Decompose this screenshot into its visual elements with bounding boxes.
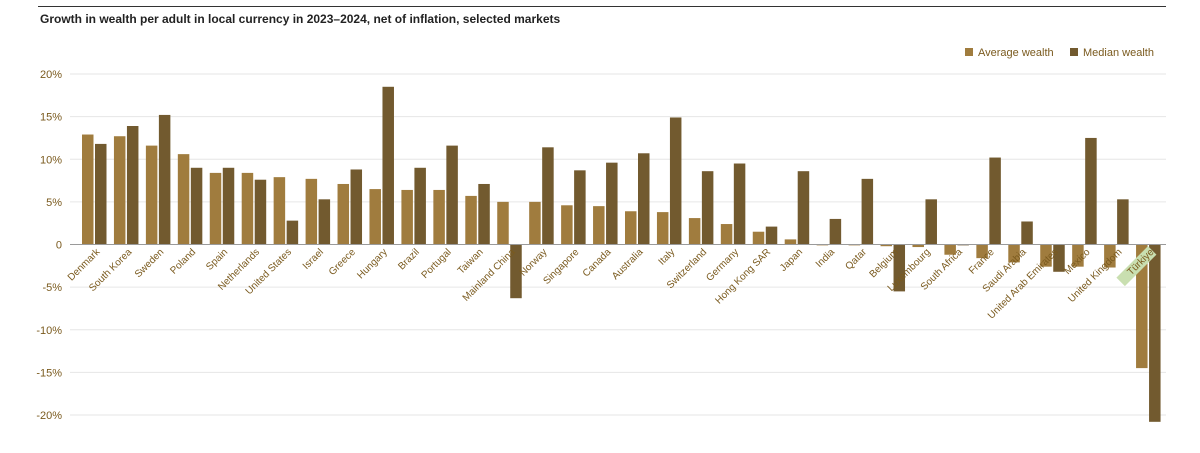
- legend-swatch: [1070, 48, 1078, 56]
- legend: Average wealth Median wealth: [965, 47, 1154, 59]
- bar: [241, 172, 254, 245]
- x-category-label: India: [814, 247, 837, 270]
- y-tick-label: -15%: [36, 367, 62, 379]
- bar: [638, 153, 650, 245]
- bar: [669, 117, 682, 245]
- highlight-label-bg: [1116, 246, 1157, 287]
- legend-label: Median wealth: [1083, 47, 1154, 59]
- x-category-label: Israel: [301, 247, 326, 272]
- bar: [414, 167, 426, 245]
- x-category-label: Hungary: [355, 247, 390, 282]
- x-category-label: Qatar: [843, 246, 869, 272]
- bar: [784, 239, 797, 245]
- x-category-label: Portugal: [420, 247, 454, 281]
- bar: [1053, 244, 1065, 272]
- bar: [656, 212, 669, 245]
- bar: [286, 220, 299, 245]
- y-tick-label: 0: [56, 240, 62, 252]
- y-tick-label: 5%: [46, 197, 62, 209]
- bar: [337, 183, 350, 245]
- bar: [1040, 244, 1052, 267]
- bar: [1136, 244, 1148, 369]
- bar: [574, 170, 586, 245]
- x-category-label: Spain: [204, 247, 230, 273]
- bar: [190, 167, 203, 245]
- bar: [989, 157, 1001, 245]
- bar: [1008, 244, 1020, 263]
- bar: [880, 244, 893, 247]
- bar: [478, 183, 490, 245]
- bar: [82, 134, 94, 245]
- x-category-label: Taiwan: [456, 247, 486, 277]
- x-category-label: Norway: [518, 247, 550, 279]
- y-tick-label: -20%: [36, 410, 62, 422]
- y-tick-label: 15%: [40, 112, 62, 124]
- bar: [829, 218, 842, 245]
- bar: [95, 143, 107, 245]
- bar: [797, 171, 810, 245]
- bar: [113, 136, 126, 245]
- bar: [305, 178, 318, 245]
- bar: [944, 244, 956, 255]
- x-category-label: Hong Kong SAR: [713, 247, 773, 307]
- bar: [369, 189, 381, 245]
- bar: [273, 177, 286, 245]
- legend-label: Average wealth: [978, 47, 1054, 59]
- bar: [1021, 221, 1033, 245]
- bar: [1085, 137, 1097, 245]
- bar: [126, 126, 139, 245]
- x-category-label: Brazil: [396, 247, 421, 272]
- bar: [542, 147, 554, 245]
- bar: [688, 218, 701, 245]
- x-category-label: Sweden: [133, 247, 166, 280]
- bar: [912, 244, 924, 248]
- bar: [1072, 244, 1084, 267]
- bar: [465, 195, 477, 245]
- chart-title: Growth in wealth per adult in local curr…: [40, 12, 561, 26]
- bar: [254, 179, 267, 245]
- bar: [1149, 244, 1161, 422]
- bar: [720, 224, 733, 245]
- bar: [893, 244, 906, 292]
- bar: [701, 171, 714, 245]
- bar: [1104, 244, 1116, 268]
- bar: [177, 154, 190, 245]
- bar: [733, 163, 746, 245]
- y-tick-label: 20%: [40, 69, 62, 81]
- legend-swatch: [965, 48, 973, 56]
- bar: [433, 189, 445, 245]
- x-category-label: Poland: [168, 247, 198, 277]
- x-category-label: Greece: [327, 247, 358, 278]
- bar: [401, 189, 413, 245]
- y-tick-label: -5%: [42, 282, 62, 294]
- bar: [925, 199, 937, 245]
- bar: [222, 167, 235, 245]
- y-tick-label: -10%: [36, 325, 62, 337]
- x-category-label: Italy: [657, 247, 678, 268]
- bar: [350, 169, 363, 245]
- bar: [382, 86, 394, 245]
- bar: [861, 178, 874, 245]
- bar: [752, 231, 765, 245]
- bar: [976, 244, 988, 259]
- top-rule: [38, 6, 1166, 7]
- bar: [625, 211, 637, 245]
- y-tick-label: 10%: [40, 154, 62, 166]
- x-category-label: Japan: [778, 247, 805, 274]
- bar: [561, 205, 573, 245]
- bar: [209, 172, 222, 245]
- bar: [593, 206, 605, 245]
- bar: [446, 145, 458, 245]
- bar: [158, 114, 171, 245]
- bar: [606, 162, 618, 245]
- bar: [497, 201, 509, 245]
- bar: [1117, 199, 1129, 245]
- bar: [529, 201, 541, 245]
- bar: [145, 145, 158, 245]
- bar: [765, 226, 778, 245]
- x-category-label: Australia: [610, 247, 646, 283]
- bar: [510, 244, 522, 299]
- bar: [318, 199, 331, 245]
